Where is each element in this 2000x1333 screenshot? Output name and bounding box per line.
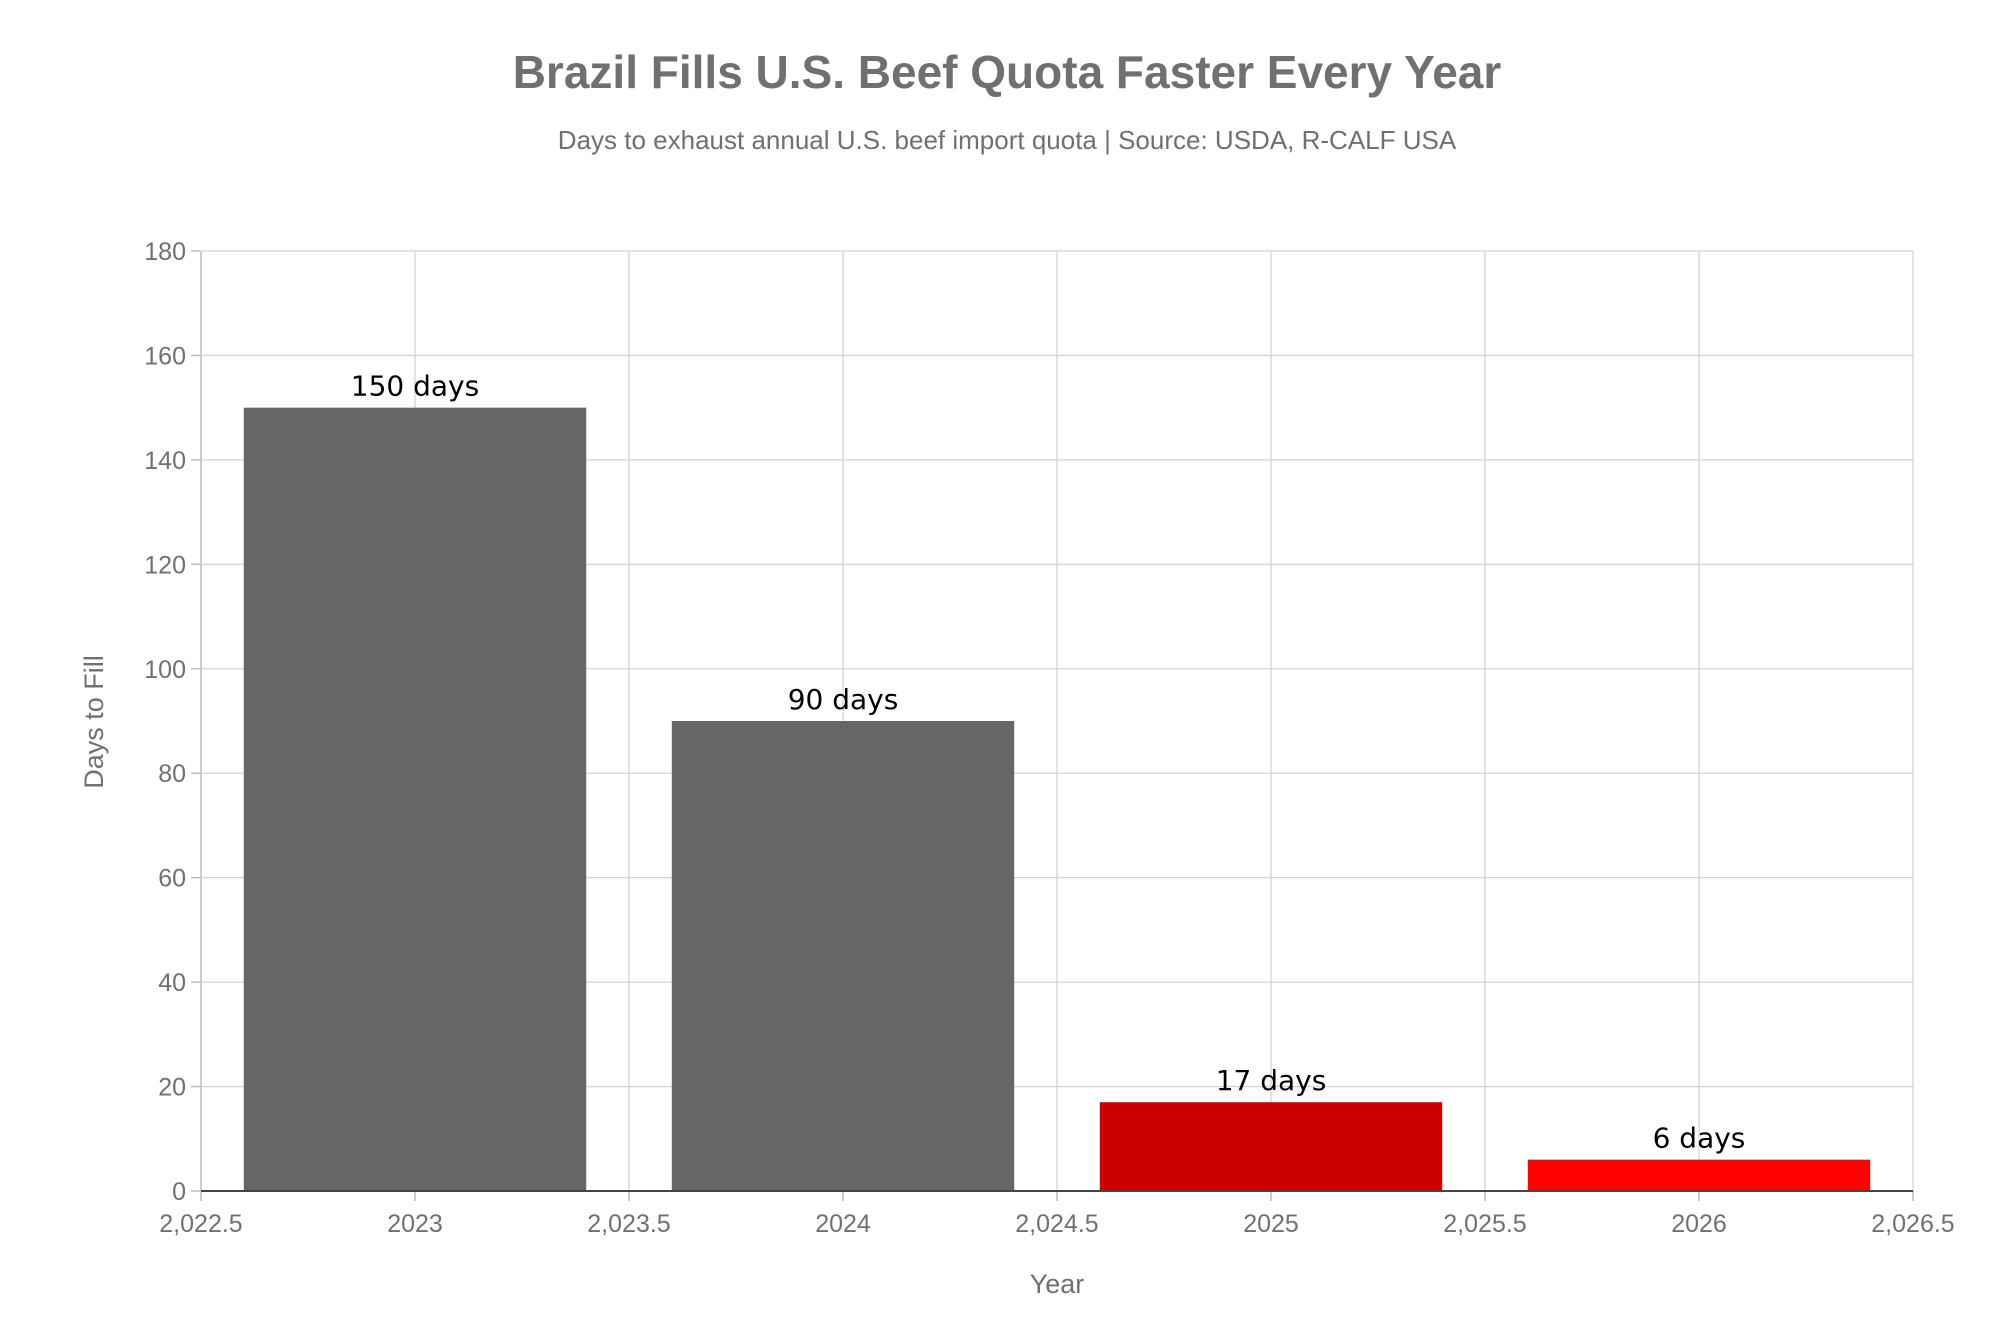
x-tick-label: 2025: [1243, 1210, 1299, 1238]
x-tick-label: 2026: [1671, 1210, 1727, 1238]
y-tick-label: 180: [144, 238, 186, 266]
bar-label-2023: 150 days: [351, 370, 479, 403]
y-tick-label: 160: [144, 342, 186, 370]
chart-title: Brazil Fills U.S. Beef Quota Faster Ever…: [513, 46, 1502, 98]
y-tick-label: 60: [158, 865, 186, 893]
x-tick-label: 2024: [815, 1210, 871, 1238]
bar-2024: [671, 721, 1015, 1191]
x-tick-label: 2,024.5: [1015, 1210, 1098, 1238]
y-tick-label: 0: [172, 1178, 186, 1206]
y-tick-label: 40: [158, 969, 186, 997]
bars-layer: [243, 407, 1871, 1192]
x-axis-title: Year: [1030, 1269, 1085, 1299]
chart-subtitle: Days to exhaust annual U.S. beef import …: [558, 125, 1457, 155]
bar-2023: [243, 407, 587, 1192]
bar-label-2026: 6 days: [1653, 1122, 1746, 1155]
bar-2026: [1527, 1159, 1871, 1191]
axis-layer: 0 20 40 60 80 100 120 140 160 180 2,022.5 2023 2,023…: [144, 238, 1954, 1238]
y-tick-label: 100: [144, 656, 186, 684]
bar-label-2025: 17 days: [1216, 1064, 1327, 1097]
labels-layer: 150 days 90 days 17 days 6 days: [351, 370, 1746, 1155]
y-tick-label: 140: [144, 447, 186, 475]
x-tick-label: 2023: [387, 1210, 443, 1238]
x-tick-label: 2,026.5: [1871, 1210, 1954, 1238]
x-tick-label: 2,022.5: [159, 1210, 242, 1238]
y-tick-label: 80: [158, 760, 186, 788]
bar-2025: [1099, 1102, 1443, 1191]
x-tick-label: 2,025.5: [1443, 1210, 1526, 1238]
y-axis-title: Days to Fill: [79, 655, 109, 789]
y-tick-label: 20: [158, 1074, 186, 1102]
bar-label-2024: 90 days: [788, 683, 899, 716]
y-tick-label: 120: [144, 551, 186, 579]
x-tick-label: 2,023.5: [587, 1210, 670, 1238]
